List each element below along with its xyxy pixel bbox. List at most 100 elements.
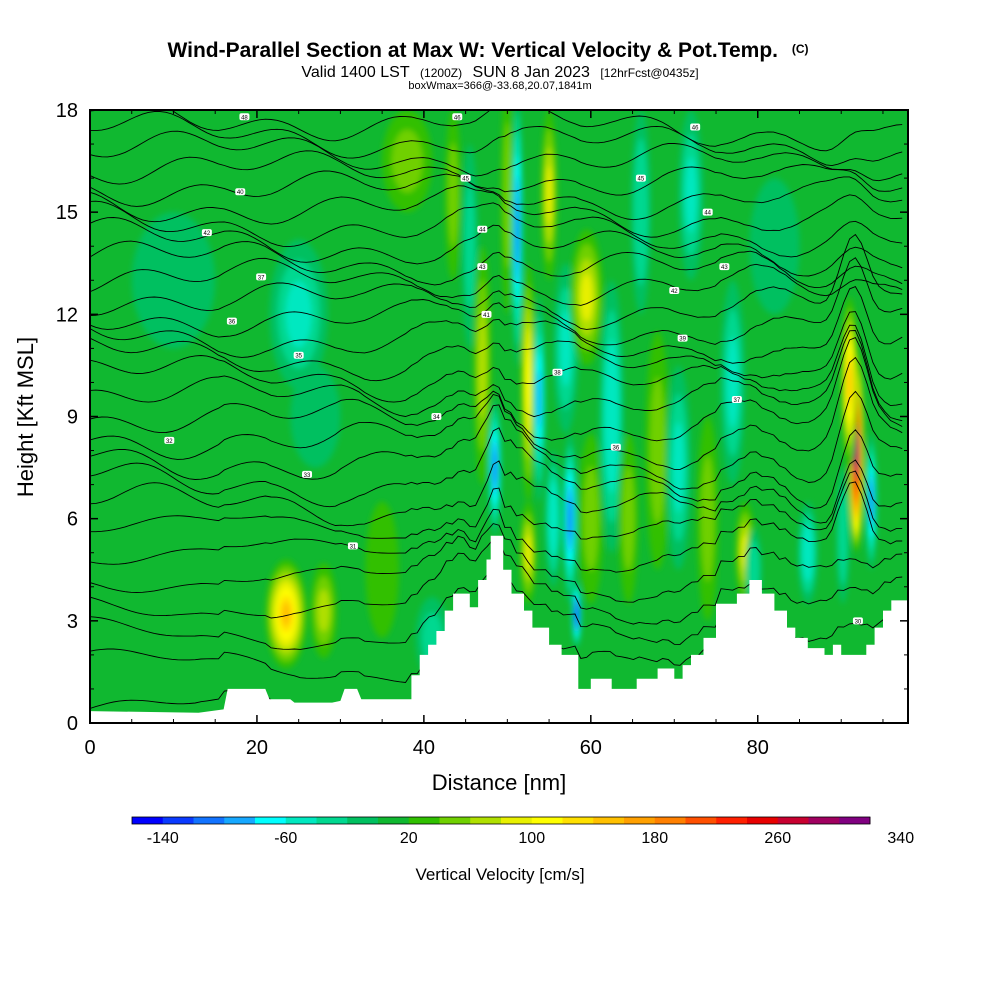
theta-contour <box>90 481 903 573</box>
contour-label-bg <box>610 443 621 451</box>
contour-label-text: 37 <box>258 275 265 281</box>
colorbar-swatch <box>747 817 779 824</box>
terrain-mask <box>90 535 908 723</box>
velocity-band <box>607 369 617 464</box>
colorbar-swatch <box>255 817 287 824</box>
contour-label-text: 45 <box>638 177 645 183</box>
contour-label-bg <box>460 174 471 182</box>
velocity-cell <box>749 178 800 315</box>
theta-contour <box>90 324 903 407</box>
contour-label: 44 <box>477 225 488 234</box>
colorbar-swatch <box>624 817 656 824</box>
velocity-cell <box>562 433 578 604</box>
theta-contour <box>90 459 903 527</box>
x-tick-label: 80 <box>747 737 769 759</box>
contour-label-bg <box>481 310 492 318</box>
contour-label-bg <box>226 317 237 325</box>
velocity-band <box>515 196 519 263</box>
y-tick-label: 6 <box>67 509 78 531</box>
colorbar-tick-label: 180 <box>641 830 668 847</box>
colorbar-swatch <box>408 817 440 824</box>
velocity-cell <box>461 144 479 349</box>
contour-label-text: 40 <box>237 190 244 196</box>
contour-label-bg <box>731 395 742 403</box>
velocity-band <box>649 377 666 524</box>
velocity-cell <box>269 239 328 390</box>
contour-label-text: 32 <box>166 439 173 445</box>
contour-label-text: 43 <box>479 265 486 271</box>
velocity-band <box>685 157 697 233</box>
theta-contour <box>90 170 903 221</box>
velocity-cell <box>865 433 878 570</box>
theta-contour <box>90 390 903 490</box>
contour-label-text: 44 <box>479 228 486 234</box>
theta-contour <box>90 257 903 306</box>
velocity-cell <box>444 110 462 281</box>
contour-label: 48 <box>239 113 250 121</box>
velocity-band <box>464 183 475 310</box>
contour-label-text: 44 <box>704 211 711 217</box>
colorbar-swatch <box>593 817 625 824</box>
theta-contour <box>90 110 903 152</box>
colorbar-swatch <box>685 817 717 824</box>
velocity-band <box>391 129 423 193</box>
contour-label: 38 <box>552 368 563 377</box>
contour-label: 33 <box>302 470 313 479</box>
colorbar-tick-label: -60 <box>274 830 297 847</box>
svg-text:Wind-Parallel Section at Max W: Wind-Parallel Section at Max W: Vertical… <box>167 39 808 62</box>
velocity-cell <box>532 297 546 502</box>
velocity-cell <box>578 433 604 604</box>
contour-label-text: 30 <box>855 619 862 625</box>
contour-label-bg <box>690 123 701 131</box>
colorbar: -140 -60 20 100 180 260 340 <box>131 816 914 847</box>
contour-label-text: 33 <box>304 473 311 479</box>
colorbar-swatch <box>378 817 410 824</box>
y-tick-label: 15 <box>56 202 78 224</box>
velocity-cell <box>310 562 338 659</box>
x-tick-label: 0 <box>84 737 95 759</box>
colorbar-swatch <box>224 817 256 824</box>
velocity-cell <box>540 110 558 281</box>
velocity-band <box>503 121 512 269</box>
colorbar-swatch <box>531 817 563 824</box>
velocity-band <box>804 534 812 571</box>
subtitle-fcst: [12hrFcst@0435z] <box>600 66 698 80</box>
contour-label: 32 <box>164 436 175 445</box>
contour-label: 46 <box>452 113 463 121</box>
contour-label-bg <box>201 229 212 237</box>
contour-label-bg <box>552 368 563 376</box>
contour-label-text: 45 <box>462 177 469 183</box>
x-axis-label: Distance [nm] <box>432 770 567 795</box>
velocity-cell <box>365 501 399 638</box>
colorbar-swatch <box>808 817 840 824</box>
velocity-cell <box>599 280 625 553</box>
contour-label: 45 <box>635 174 646 183</box>
colorbar-swatch <box>839 817 871 824</box>
contour-label-text: 37 <box>734 398 741 404</box>
velocity-band <box>537 370 541 429</box>
contour-label-text: 42 <box>671 289 678 295</box>
velocity-band <box>317 589 330 632</box>
contour-label-bg <box>477 263 488 271</box>
contour-label: 41 <box>481 310 492 319</box>
contour-label-bg <box>302 470 313 478</box>
theta-contour <box>90 356 903 470</box>
velocity-band <box>583 466 599 572</box>
velocity-band <box>700 455 715 582</box>
velocity-cell <box>519 501 537 604</box>
velocity-cell <box>382 110 433 213</box>
subtitle-date: SUN 8 Jan 2023 <box>473 64 591 81</box>
contour-label: 43 <box>477 263 488 271</box>
title-mark: (C) <box>792 42 809 56</box>
contour-label: 37 <box>731 395 742 404</box>
chart-title: Wind-Parallel Section at Max W: Vertical… <box>167 39 778 62</box>
colorbar-tick-label: 260 <box>764 830 791 847</box>
velocity-cell <box>618 433 639 604</box>
plot-area: 48 40 42 37 36 35 32 33 31 34 46 45 44 43 41 38 36 46 45 44… <box>90 110 908 723</box>
velocity-band <box>550 494 557 543</box>
contour-label: 39 <box>677 334 688 343</box>
y-tick-label: 12 <box>56 304 78 326</box>
velocity-band <box>285 281 312 348</box>
x-tick-label: 20 <box>246 737 268 759</box>
contour-label: 35 <box>293 351 304 360</box>
